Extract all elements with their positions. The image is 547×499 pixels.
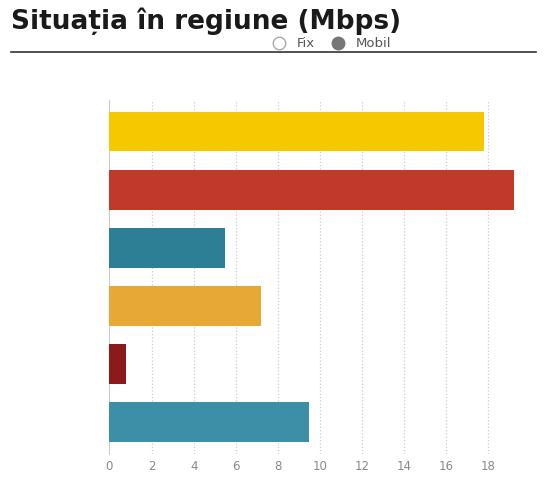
Text: Situația în regiune (Mbps): Situația în regiune (Mbps) xyxy=(11,7,401,35)
Bar xyxy=(109,228,225,267)
Bar xyxy=(109,286,261,326)
Bar xyxy=(109,112,484,152)
Legend: Fix, Mobil: Fix, Mobil xyxy=(261,32,396,55)
Bar xyxy=(109,402,310,442)
Bar xyxy=(109,170,514,210)
Bar xyxy=(109,344,126,384)
